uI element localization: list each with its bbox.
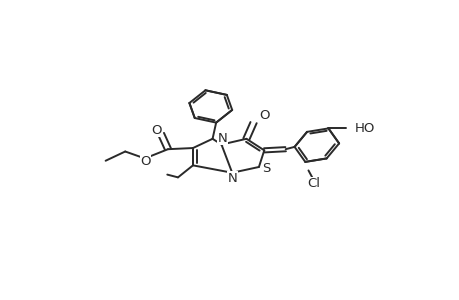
Text: N: N <box>217 132 227 145</box>
Text: N: N <box>217 132 227 145</box>
Text: O: O <box>258 109 269 122</box>
Text: HO: HO <box>354 122 375 135</box>
Text: O: O <box>151 124 162 137</box>
Text: S: S <box>262 162 270 175</box>
Text: O: O <box>151 124 162 137</box>
Text: O: O <box>140 155 151 168</box>
Text: N: N <box>228 172 237 185</box>
Text: HO: HO <box>354 122 375 135</box>
Text: Cl: Cl <box>306 177 319 190</box>
Text: O: O <box>140 155 151 168</box>
Text: N: N <box>217 132 227 145</box>
Text: S: S <box>262 162 270 175</box>
Text: O: O <box>140 155 151 168</box>
Text: O: O <box>258 109 269 122</box>
Text: N: N <box>228 172 237 185</box>
Text: O: O <box>151 124 162 137</box>
Text: Cl: Cl <box>306 177 319 190</box>
Text: O: O <box>258 109 269 122</box>
Text: S: S <box>262 162 270 175</box>
Text: HO: HO <box>354 122 375 135</box>
Text: N: N <box>228 172 237 185</box>
Text: Cl: Cl <box>306 177 319 190</box>
